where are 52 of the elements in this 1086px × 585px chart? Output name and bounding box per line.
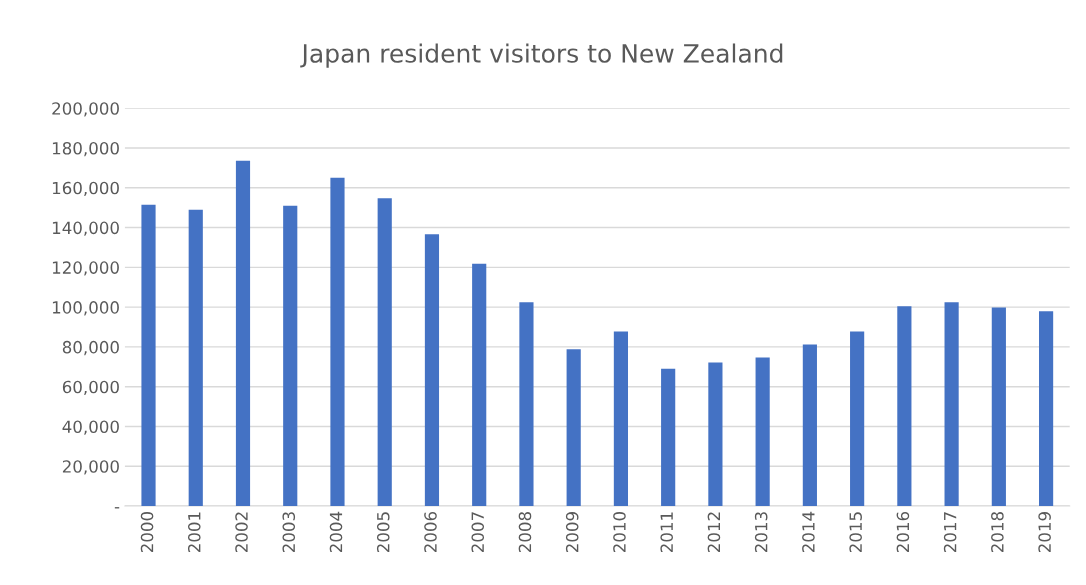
x-tick-label: 2002: [235, 512, 248, 553]
bar: [330, 177, 345, 507]
x-tick-label: 2012: [707, 512, 721, 553]
bar: [708, 362, 723, 507]
bar: [755, 357, 770, 507]
y-tick-label: 200,000: [52, 102, 119, 117]
x-tick-label: 2014: [802, 511, 815, 553]
bar: [802, 344, 817, 507]
x-tick-label: 2009: [565, 512, 579, 553]
bar: [944, 302, 959, 507]
bar: [661, 368, 676, 507]
x-tick-label: 2001: [187, 512, 201, 553]
bar: [991, 307, 1006, 507]
x-tick-label: 2006: [424, 511, 437, 553]
bar: [472, 263, 487, 507]
bar: [424, 234, 440, 507]
bar: [283, 205, 298, 507]
y-tick-label: -: [114, 507, 120, 509]
x-tick-label: 2004: [329, 511, 343, 553]
x-tick-label: 2000: [140, 511, 154, 553]
x-tick-label: 2019: [1038, 512, 1051, 553]
bar: [188, 209, 203, 507]
x-tick-label: 2010: [613, 511, 626, 553]
x-tick-label: 2005: [376, 512, 390, 553]
y-tick-label: 180,000: [52, 141, 119, 157]
y-tick-label: 120,000: [52, 261, 119, 276]
bar: [1039, 311, 1054, 507]
chart-title: Japan resident visitors to New Zealand: [300, 43, 783, 68]
y-tick-label: 80,000: [62, 340, 119, 356]
bar: [141, 204, 156, 507]
x-tick-label: 2007: [471, 512, 485, 553]
x-tick-label: 2003: [282, 512, 296, 553]
bar: [519, 302, 534, 507]
y-tick-label: 60,000: [62, 380, 119, 395]
bar: [897, 306, 912, 507]
y-tick-label: 40,000: [62, 420, 119, 435]
bar: [850, 331, 865, 507]
bar: [566, 349, 581, 507]
x-tick-label: 2013: [754, 512, 768, 553]
y-tick-label: 20,000: [62, 460, 119, 475]
x-tick-label: 2016: [896, 511, 910, 553]
y-tick-label: 100,000: [52, 301, 119, 316]
bar: [613, 331, 629, 507]
y-tick-label: 160,000: [52, 181, 119, 197]
x-tick-label: 2017: [943, 512, 957, 553]
x-tick-label: 2015: [849, 512, 862, 553]
y-tick-label: 140,000: [52, 221, 119, 236]
x-tick-label: 2011: [660, 512, 673, 553]
bar: [377, 198, 392, 507]
x-tick-label: 2008: [518, 512, 532, 553]
x-tick-label: 2018: [991, 512, 1004, 553]
bar: [235, 160, 251, 507]
